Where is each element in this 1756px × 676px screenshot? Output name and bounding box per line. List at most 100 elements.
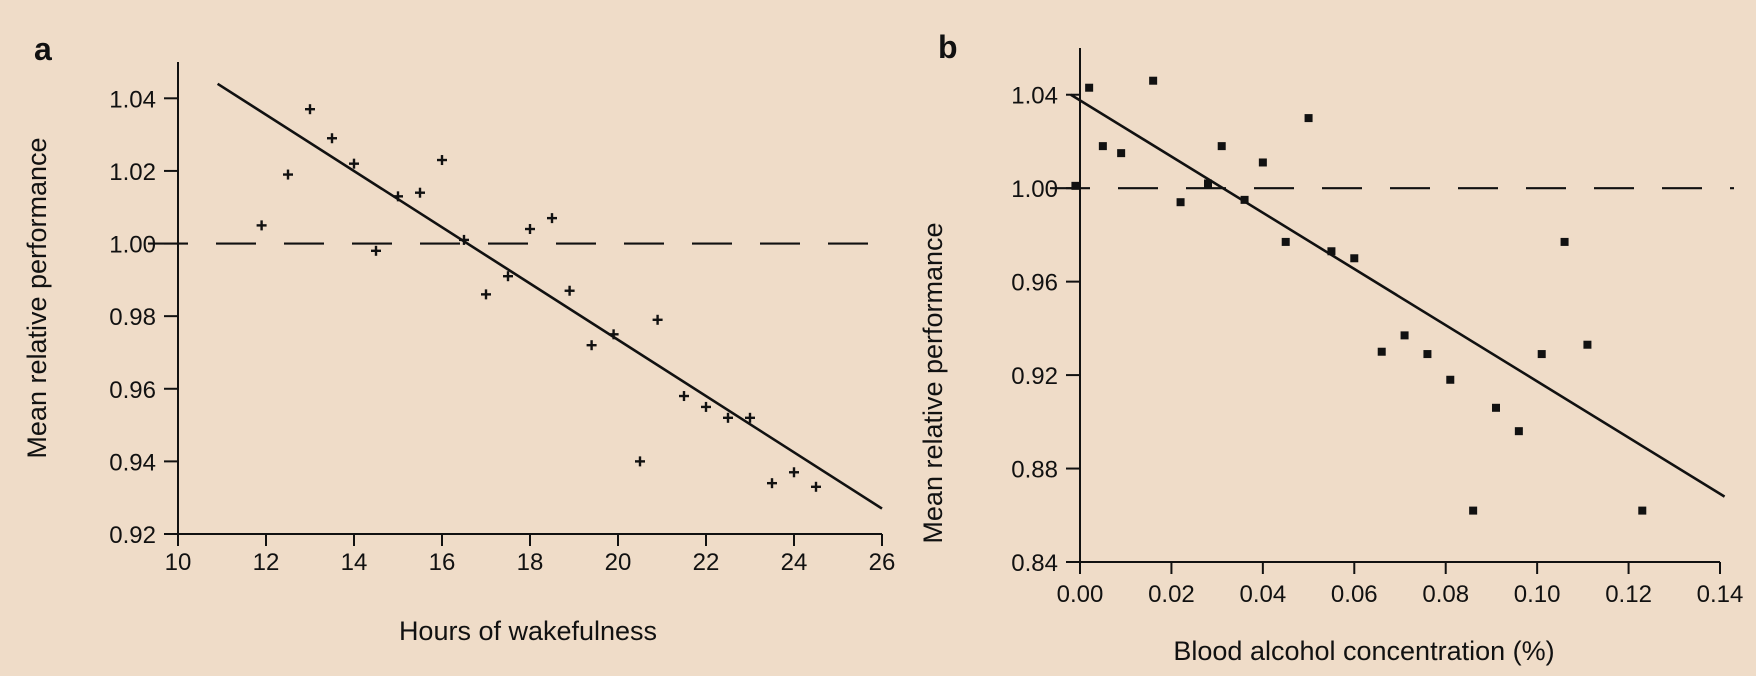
data-point <box>701 401 711 412</box>
data-point <box>1469 506 1478 515</box>
y-tick-label: 0.96 <box>1011 270 1058 297</box>
data-point <box>256 220 267 231</box>
x-tick-label: 14 <box>341 549 368 576</box>
data-point <box>1071 181 1080 190</box>
x-tick-label: 0.02 <box>1148 581 1195 608</box>
panel-a-regression-line <box>216 82 883 510</box>
data-point-square <box>1638 506 1647 515</box>
data-point <box>1204 179 1212 188</box>
data-point-square <box>1469 506 1478 515</box>
data-point <box>459 234 469 245</box>
data-point <box>811 481 821 492</box>
data-point <box>415 187 425 198</box>
x-tick-label: 18 <box>517 549 544 576</box>
data-point-square <box>1176 198 1185 207</box>
x-tick-label: 20 <box>605 549 632 576</box>
y-tick-label: 1.02 <box>109 159 156 186</box>
y-tick-label: 0.94 <box>109 449 156 476</box>
panel-a-label: a <box>34 31 52 67</box>
data-point-square <box>1098 142 1107 151</box>
x-tick-label: 0.06 <box>1331 581 1378 608</box>
data-point <box>349 158 359 169</box>
data-point <box>652 314 663 325</box>
data-point <box>1117 149 1126 158</box>
data-point <box>723 412 733 423</box>
data-point <box>1217 142 1226 151</box>
data-point-square <box>1281 237 1290 246</box>
data-point-square <box>1204 179 1212 188</box>
data-point <box>767 478 777 489</box>
y-tick-label: 1.00 <box>1011 176 1058 203</box>
x-tick-label: 0.12 <box>1605 581 1652 608</box>
y-tick-label: 1.04 <box>109 86 156 113</box>
panel-a-x-ticks: 10 12 14 16 18 20 22 24 26 <box>165 534 895 576</box>
data-point-square <box>1583 340 1592 349</box>
data-point-square <box>1423 350 1432 359</box>
x-tick-label: 10 <box>165 549 192 576</box>
data-point-square <box>1350 254 1359 263</box>
panel-a-x-label: Hours of wakefulness <box>399 616 657 646</box>
data-point <box>1514 427 1523 436</box>
x-tick-label: 0.14 <box>1697 581 1744 608</box>
data-point <box>525 224 535 235</box>
data-point <box>586 340 597 351</box>
data-point <box>481 289 491 300</box>
data-point <box>608 329 619 340</box>
x-tick-label: 0.04 <box>1239 581 1286 608</box>
data-point <box>1377 347 1386 356</box>
data-point-square <box>1085 83 1094 92</box>
data-point <box>1638 506 1647 515</box>
data-point <box>1258 158 1267 167</box>
x-tick-label: 22 <box>693 549 720 576</box>
data-point-square <box>1258 158 1267 167</box>
panel-b-x-ticks: 0.00 0.02 0.04 0.06 0.08 0.10 0.12 0.14 <box>1057 562 1744 608</box>
panel-a-points <box>256 104 821 492</box>
x-tick-label: 0.10 <box>1514 581 1561 608</box>
y-tick-label: 1.04 <box>1011 83 1058 110</box>
y-tick-label: 0.98 <box>109 304 156 331</box>
panel-b-y-ticks: 0.84 0.88 0.92 0.96 1.00 1.04 <box>1011 83 1080 577</box>
data-point <box>1492 403 1500 412</box>
data-point <box>745 412 755 423</box>
y-tick-label: 1.00 <box>109 232 156 259</box>
data-point <box>1350 254 1359 263</box>
y-tick-label: 0.88 <box>1011 457 1058 484</box>
data-point <box>1423 350 1432 359</box>
panel-a-y-ticks: 0.92 0.94 0.96 0.98 1.00 1.02 1.04 <box>109 86 178 549</box>
data-point-square <box>1217 142 1226 151</box>
data-point <box>371 245 381 256</box>
data-point <box>1446 375 1455 384</box>
data-point <box>327 133 337 144</box>
data-point <box>564 285 575 296</box>
data-point-square <box>1514 427 1523 436</box>
data-point-square <box>1327 247 1336 256</box>
data-point-square <box>1560 237 1569 246</box>
y-tick-label: 0.96 <box>109 377 156 404</box>
data-point-square <box>1400 331 1409 340</box>
data-point <box>1240 195 1249 204</box>
chart-panel-b: b 0.00 0.02 0.04 0.06 0.08 0.10 0.12 0.14 0.840… <box>918 29 1743 666</box>
data-point <box>1327 247 1336 256</box>
data-point-square <box>1492 403 1500 412</box>
data-point <box>1583 340 1592 349</box>
panel-b-y-label: Mean relative performance <box>918 222 948 543</box>
data-point <box>1400 331 1409 340</box>
chart-panel-a: a 10 12 14 16 18 20 22 24 26 0.92 0.94 0.96 0.98 1.0… <box>22 31 896 646</box>
data-point <box>1281 237 1290 246</box>
x-tick-label: 0.08 <box>1422 581 1469 608</box>
data-point <box>789 467 799 478</box>
data-point-square <box>1117 149 1126 158</box>
panel-b-x-label: Blood alcohol concentration (%) <box>1173 636 1554 666</box>
panel-b-label: b <box>938 29 958 65</box>
data-point <box>437 155 447 166</box>
data-point <box>1176 198 1185 207</box>
x-tick-label: 24 <box>781 549 808 576</box>
data-point <box>1304 114 1313 123</box>
y-tick-label: 0.92 <box>1011 363 1058 390</box>
data-point <box>679 391 689 402</box>
data-point <box>1537 350 1546 359</box>
panel-b-regression-line <box>1070 93 1726 498</box>
panel-b-points <box>1071 76 1647 515</box>
